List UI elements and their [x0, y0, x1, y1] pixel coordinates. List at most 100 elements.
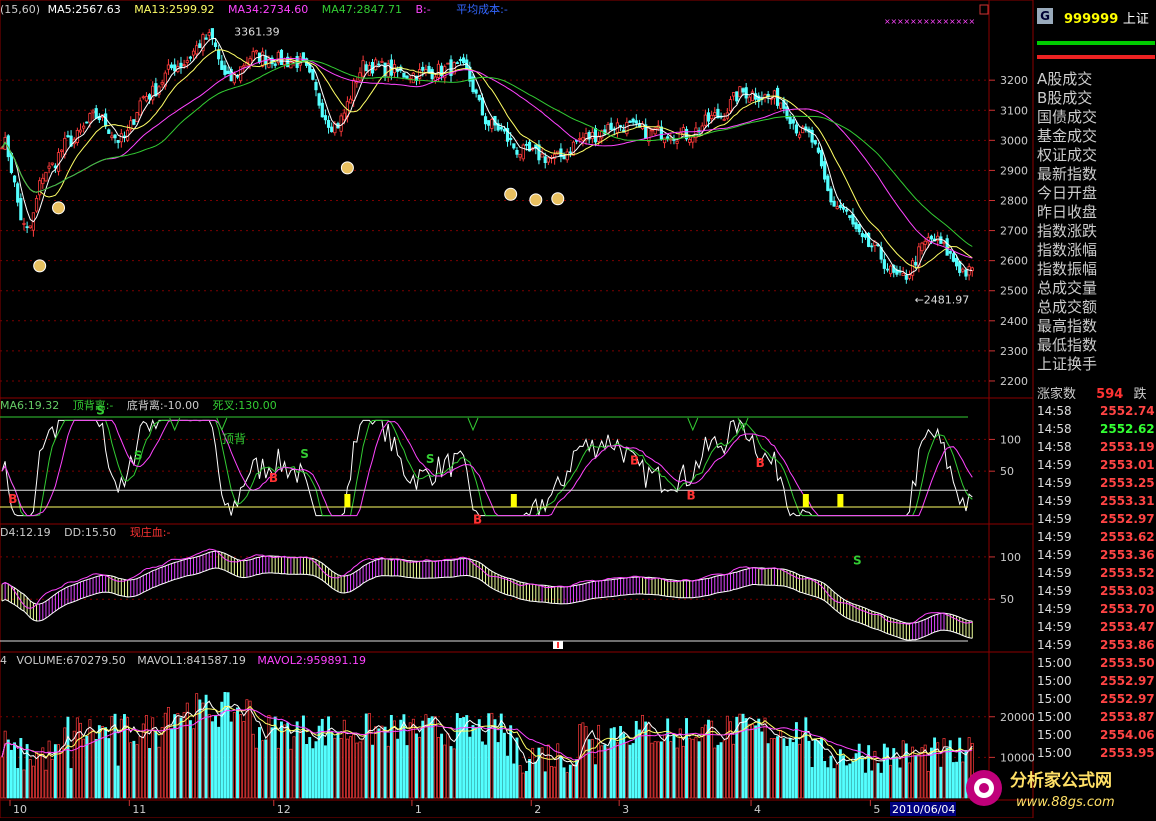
- g-button[interactable]: G: [1037, 8, 1053, 24]
- volume-bar: [176, 713, 180, 799]
- volume-bar: [9, 749, 13, 799]
- candle-body: [681, 127, 685, 135]
- s-signal: S: [134, 448, 143, 462]
- volume-bar: [31, 765, 35, 799]
- volume-bar: [515, 737, 519, 799]
- candle-body: [578, 138, 582, 140]
- candle-body: [860, 233, 864, 238]
- blood-label: 现庄血:-: [129, 526, 171, 539]
- cost-label: 平均成本:-: [456, 3, 508, 16]
- candle-body: [235, 75, 240, 78]
- candle-body: [19, 198, 23, 221]
- d4-label: D4:12.19: [0, 526, 51, 539]
- volume-bar: [217, 726, 221, 799]
- volume-bar: [16, 768, 20, 799]
- volume-bar: [13, 742, 17, 799]
- volume-bar: [94, 739, 98, 799]
- candle-body: [914, 261, 918, 266]
- marker-x: ×: [930, 17, 937, 26]
- marker-x: ×: [891, 17, 898, 26]
- volume-bar: [22, 769, 26, 799]
- volume-bar: [163, 712, 167, 799]
- candle-body: [882, 259, 886, 269]
- volume-bar: [744, 718, 748, 799]
- volume-bar: [267, 714, 271, 799]
- volume-bar: [509, 725, 513, 799]
- tick-time: 15:00: [1037, 674, 1072, 688]
- candle-body: [867, 232, 871, 247]
- volume-bar: [810, 767, 814, 799]
- volume-bar: [779, 729, 783, 799]
- volume-bar: [336, 731, 340, 799]
- tick-row: 15:00 2552.97: [1037, 690, 1155, 708]
- volume-bar: [383, 726, 387, 799]
- volume-bar: [110, 715, 114, 799]
- volume-bar: [380, 725, 384, 799]
- tick-row: 14:59 2553.86: [1037, 636, 1155, 654]
- tick-price: 2553.50: [1100, 656, 1155, 670]
- ind2-legend: D4:12.19 DD:15.50 现庄血:-: [0, 526, 181, 540]
- candle-body: [210, 28, 214, 40]
- volume-bar: [672, 733, 676, 799]
- volume-bar: [119, 718, 123, 799]
- volume-bar: [141, 723, 145, 799]
- candle-body: [279, 49, 284, 66]
- volume-legend: 4 VOLUME:670279.50 MAVOL1:841587.19 MAVO…: [0, 654, 376, 668]
- volume-bar: [433, 716, 437, 799]
- volume-bar: [393, 720, 396, 799]
- volume-bar: [590, 739, 594, 799]
- tick-row: 15:00 2553.87: [1037, 708, 1155, 726]
- candle-body: [0, 147, 4, 150]
- volume-bar: [210, 721, 214, 799]
- volume-bar: [465, 715, 469, 799]
- volume-bar: [72, 730, 76, 799]
- candle-body: [113, 134, 117, 139]
- volume-bar: [751, 724, 754, 799]
- tick-time: 14:59: [1037, 620, 1072, 634]
- candle-body: [797, 134, 802, 138]
- volume-bar: [889, 764, 893, 799]
- field-label: 指数涨幅: [1037, 241, 1098, 259]
- volume-bar: [53, 744, 57, 799]
- volume-bar: [19, 738, 23, 799]
- candle-body: [427, 65, 431, 73]
- s-signal: S: [300, 447, 309, 461]
- volume-bar: [678, 728, 682, 799]
- ind1-line-0: [1, 418, 973, 517]
- volume-bar: [945, 747, 949, 799]
- volume-bar: [160, 727, 164, 799]
- b-signal: B: [473, 513, 482, 527]
- tick-list[interactable]: 14:58 2552.74 14:58 2552.62 14:58 2553.19 14:5…: [1037, 402, 1155, 762]
- volume-bar: [735, 716, 739, 799]
- volume-bar: [791, 742, 795, 799]
- candle-body: [675, 140, 679, 144]
- marker-x: ×: [969, 17, 976, 26]
- candle-body: [637, 123, 642, 128]
- volume-bar: [694, 736, 698, 799]
- volume-bar: [154, 730, 158, 799]
- volume-bar: [421, 720, 425, 799]
- volume-bar: [879, 772, 883, 799]
- volume-bar: [565, 772, 569, 799]
- candle-body: [163, 72, 167, 87]
- top-divergence-marker: [169, 417, 181, 432]
- candle-body: [9, 152, 14, 173]
- volume-bar: [239, 714, 243, 799]
- tick-row: 14:59 2553.70: [1037, 600, 1155, 618]
- candle-body: [863, 234, 868, 238]
- volume-bar: [104, 727, 108, 799]
- volume-bar: [543, 771, 547, 799]
- candle-body: [226, 70, 230, 74]
- volume-bar: [389, 715, 393, 799]
- volume-bar: [942, 738, 946, 799]
- volume-bar: [594, 764, 597, 799]
- volume-bar: [644, 721, 648, 799]
- volume-bar: [926, 770, 930, 799]
- green-bar: [1037, 41, 1155, 45]
- volume-bar: [760, 731, 764, 799]
- candle-body: [631, 118, 635, 123]
- candle-body: [12, 175, 17, 183]
- volume-bar: [333, 737, 337, 799]
- volume-bar: [41, 747, 45, 799]
